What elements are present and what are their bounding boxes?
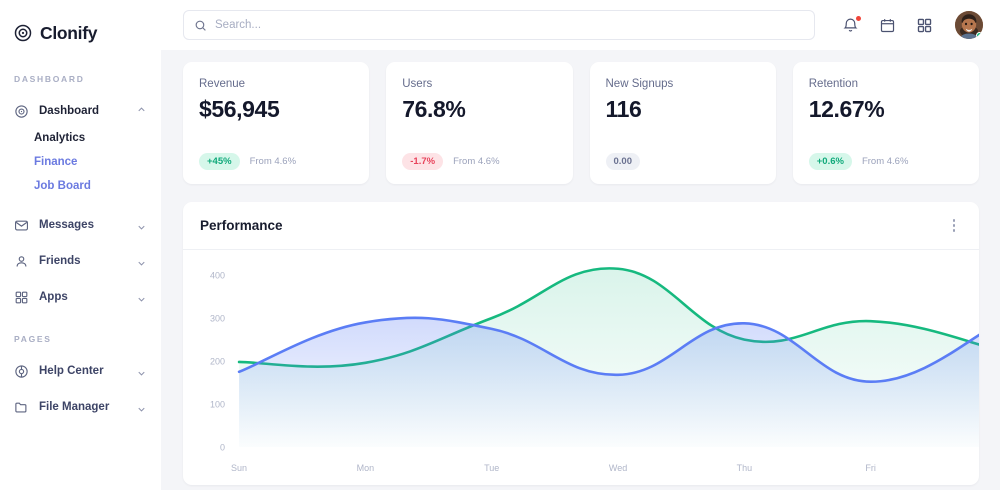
chevron-down-icon[interactable] (136, 220, 147, 231)
stat-card-retention[interactable]: Retention 12.67% +0.6% From 4.6% (792, 62, 979, 184)
y-axis-tick-label: 0 (220, 443, 225, 453)
status-badge (976, 32, 983, 39)
topbar (161, 0, 1000, 50)
sidebar-subnav-dashboard: Analytics Finance Job Board (0, 126, 161, 198)
chevron-down-icon[interactable] (136, 292, 147, 303)
sidebar-item-label: Dashboard (39, 105, 100, 117)
x-axis-tick-label: Wed (609, 463, 627, 473)
stat-value: 116 (605, 96, 642, 122)
sidebar-item-label: Help Center (39, 365, 104, 377)
chevron-down-icon[interactable] (136, 402, 147, 413)
stat-title: New Signups (605, 78, 674, 90)
chart-header: Performance (183, 202, 979, 250)
stat-title: Revenue (199, 78, 246, 90)
stat-value: $56,945 (199, 96, 280, 122)
sidebar-item-label: Apps (39, 291, 68, 303)
stat-footer: +45% From 4.6% (199, 152, 353, 170)
user-icon (14, 254, 29, 269)
stat-footer: +0.6% From 4.6% (808, 152, 963, 170)
stat-footer: 0.00 (605, 152, 760, 170)
x-axis-tick-label: Fri (865, 463, 876, 473)
performance-chart: 0100200300400SunMonTueWedThuFriSat (210, 250, 979, 473)
sidebar-item-finance[interactable]: Finance (34, 156, 78, 168)
stat-card-revenue[interactable]: Revenue $56,945 +45% From 4.6% (183, 62, 370, 184)
stat-cards: Revenue $56,945 +45% From 4.6% Users 76.… (183, 62, 979, 184)
x-axis-tick-label: Mon (357, 463, 375, 473)
stat-delta-badge: +0.6% (808, 152, 852, 170)
search-input[interactable] (215, 19, 804, 31)
chart-title: Performance (200, 218, 283, 233)
mail-icon (14, 218, 29, 233)
stat-delta-badge: +45% (199, 152, 240, 170)
x-axis-tick-label: Tue (484, 463, 499, 473)
chevron-down-icon[interactable] (136, 256, 147, 267)
stat-delta-badge: -1.7% (402, 152, 444, 170)
grid-apps-icon[interactable] (916, 17, 933, 34)
y-axis-tick-label: 100 (210, 400, 225, 410)
chart-area-series-b (239, 317, 979, 447)
sidebar-section-pages: PAGES (14, 334, 52, 344)
sidebar-item-friends[interactable]: Friends (0, 246, 161, 276)
topbar-icons (842, 11, 983, 39)
stat-subtext: From 4.6% (861, 155, 909, 167)
stat-title: Users (402, 78, 433, 90)
sidebar-section-dashboard: DASHBOARD (14, 74, 85, 84)
chevron-down-icon[interactable] (136, 366, 147, 377)
stat-subtext: From 4.6% (249, 155, 297, 167)
stat-delta-badge: 0.00 (605, 152, 640, 170)
chart-body: 0100200300400SunMonTueWedThuFriSat (183, 250, 979, 485)
sidebar-item-job-board[interactable]: Job Board (34, 180, 91, 192)
sidebar-item-label: Messages (39, 219, 94, 231)
stat-value: 76.8% (402, 96, 466, 122)
sidebar-item-analytics[interactable]: Analytics (34, 132, 86, 144)
sidebar-item-dashboard[interactable]: Dashboard (0, 96, 161, 126)
x-axis-tick-label: Thu (737, 463, 753, 473)
sidebar-item-messages[interactable]: Messages (0, 210, 161, 240)
y-axis-tick-label: 400 (210, 271, 225, 281)
sidebar-item-file-manager[interactable]: File Manager (0, 392, 161, 422)
chevron-up-icon[interactable] (136, 106, 147, 117)
stat-subtext: From 4.6% (453, 155, 500, 167)
stat-title: Retention (808, 78, 858, 90)
brand[interactable]: Clonify (0, 0, 161, 50)
sidebar-item-apps[interactable]: Apps (0, 282, 161, 312)
stat-card-new-signups[interactable]: New Signups 116 0.00 (589, 62, 776, 184)
target-icon (14, 104, 29, 119)
chart-line-series-b (239, 318, 979, 382)
sidebar-item-label: File Manager (39, 401, 110, 413)
sidebar: Clonify DASHBOARD Dashboard Analytics Fi… (0, 0, 161, 490)
sidebar-item-label: Friends (39, 255, 81, 267)
brand-name: Clonify (40, 22, 98, 43)
x-axis-tick-label: Sun (231, 463, 247, 473)
grid-icon (14, 290, 29, 305)
notification-badge (856, 15, 861, 21)
content: Revenue $56,945 +45% From 4.6% Users 76.… (161, 50, 1000, 490)
performance-chart-card: Performance 0 100 200 300 400 Sun Mon Tue Wed Thu… (183, 202, 979, 485)
calendar-icon[interactable] (879, 17, 896, 34)
search-box[interactable] (183, 10, 815, 40)
bell-icon[interactable] (842, 15, 861, 34)
kebab-menu-icon[interactable] (946, 218, 962, 234)
avatar[interactable] (955, 11, 983, 39)
sidebar-item-help-center[interactable]: Help Center (0, 356, 161, 386)
y-axis-tick-label: 200 (210, 357, 225, 367)
stat-value: 12.67% (808, 96, 885, 122)
stat-card-users[interactable]: Users 76.8% -1.7% From 4.6% (386, 62, 573, 184)
y-axis-tick-label: 300 (210, 314, 225, 324)
search-icon (194, 19, 207, 32)
main-area: Revenue $56,945 +45% From 4.6% Users 76.… (161, 0, 1000, 490)
help-circle-icon (14, 364, 29, 379)
folder-icon (14, 400, 29, 415)
stat-footer: -1.7% From 4.6% (402, 152, 556, 170)
target-logo-icon (13, 23, 33, 43)
